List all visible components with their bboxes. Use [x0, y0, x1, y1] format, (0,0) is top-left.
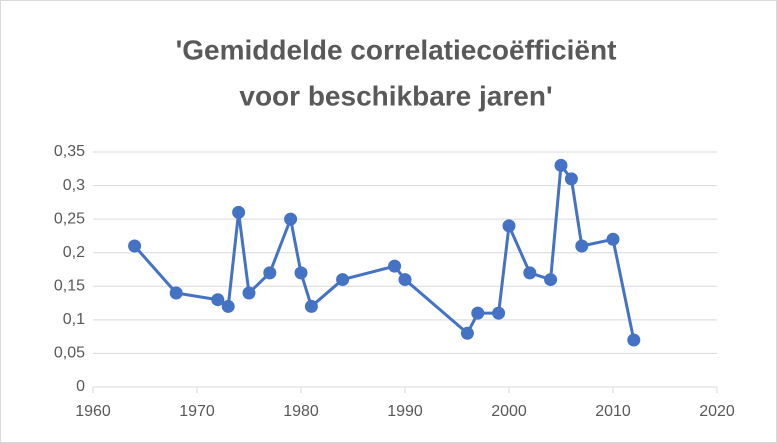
- data-point: [284, 212, 298, 226]
- x-tick-label: 1970: [179, 403, 215, 420]
- data-point: [471, 306, 485, 320]
- data-point: [221, 299, 235, 313]
- y-tick-label: 0,3: [63, 177, 85, 194]
- y-tick-label: 0,05: [54, 345, 85, 362]
- data-point: [128, 239, 142, 253]
- x-tick-label: 1980: [283, 403, 319, 420]
- data-point: [304, 299, 318, 313]
- x-tick-label: 2000: [491, 403, 527, 420]
- y-tick-label: 0: [76, 378, 85, 395]
- data-point: [523, 266, 537, 280]
- data-point: [564, 172, 578, 186]
- data-point: [575, 239, 589, 253]
- data-point: [388, 259, 402, 273]
- data-point: [294, 266, 308, 280]
- x-tick-label: 1960: [75, 403, 111, 420]
- y-tick-label: 0,1: [63, 311, 85, 328]
- x-tick-label: 1990: [387, 403, 423, 420]
- chart-title: 'Gemiddelde correlatiecoëfficiënt: [176, 34, 617, 65]
- data-point: [492, 306, 506, 320]
- data-point: [232, 205, 246, 219]
- data-point: [242, 286, 256, 300]
- data-point: [554, 158, 568, 172]
- data-point: [336, 273, 350, 287]
- x-tick-label: 2020: [699, 403, 735, 420]
- data-point: [263, 266, 277, 280]
- x-tick-label: 2010: [595, 403, 631, 420]
- data-point: [606, 232, 620, 246]
- data-point: [544, 273, 558, 287]
- data-point: [211, 293, 225, 307]
- y-tick-label: 0,2: [63, 244, 85, 261]
- y-tick-label: 0,35: [54, 143, 85, 160]
- data-point: [169, 286, 183, 300]
- data-point: [502, 219, 516, 233]
- data-point: [460, 326, 474, 340]
- chart-title: voor beschikbare jaren': [239, 80, 552, 111]
- y-tick-label: 0,15: [54, 278, 85, 295]
- data-point: [627, 333, 641, 347]
- data-point: [398, 273, 412, 287]
- y-tick-label: 0,25: [54, 210, 85, 227]
